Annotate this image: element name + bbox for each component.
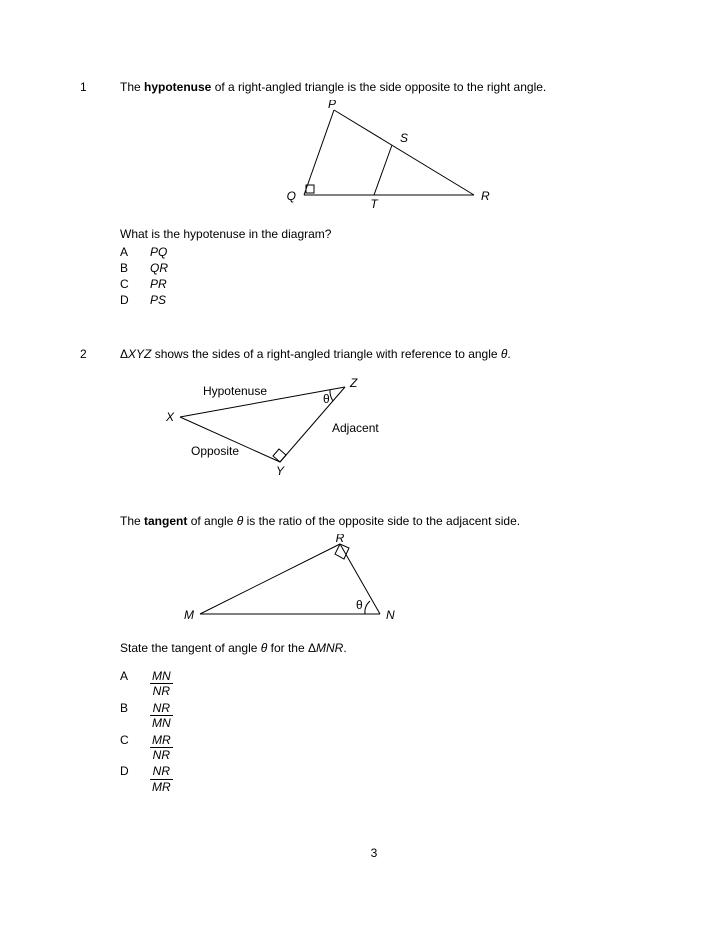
q2-mid-mid: of angle — [187, 514, 236, 528]
q2-intro-tri: XYZ — [128, 347, 151, 361]
svg-text:T: T — [370, 197, 379, 211]
q1-choice-a: A PQ — [120, 245, 668, 259]
svg-text:S: S — [400, 131, 408, 145]
q1-intro-post: of a right-angled triangle is the side o… — [211, 80, 546, 94]
q2-choice-b: B NR MN — [120, 701, 668, 731]
q2-choice-a: A MN NR — [120, 669, 668, 699]
fraction-denominator: NR — [150, 748, 173, 762]
q2-prompt: State the tangent of angle θ for the ΔMN… — [120, 641, 668, 655]
q2-mid: The tangent of angle θ is the ratio of t… — [120, 514, 668, 528]
q2-prompt-pre: State the tangent of angle — [120, 641, 261, 655]
q2-figure-1: θ X Y Z Hypotenuse Adjacent Opposite — [160, 367, 668, 482]
fraction-denominator: MR — [150, 780, 173, 794]
choice-fraction: NR MN — [150, 701, 173, 731]
fraction-numerator: MR — [150, 733, 173, 748]
svg-text:Z: Z — [349, 376, 358, 390]
q1-figure: P Q R T S — [120, 100, 668, 215]
fraction-denominator: MN — [150, 716, 173, 730]
q1-triangle-svg: P Q R T S — [274, 100, 514, 215]
q2-choice-c: C MR NR — [120, 733, 668, 763]
choice-letter: D — [120, 764, 150, 778]
choice-letter: C — [120, 733, 150, 747]
choice-letter: A — [120, 669, 150, 683]
q1-intro-pre: The — [120, 80, 144, 94]
svg-text:Adjacent: Adjacent — [332, 421, 379, 435]
q2-intro-mid: shows the sides of a right-angled triang… — [151, 347, 501, 361]
q2-body: ΔXYZ shows the sides of a right-angled t… — [120, 347, 668, 796]
q1-intro: The hypotenuse of a right-angled triangl… — [120, 80, 668, 94]
choice-text: PQ — [150, 245, 167, 259]
svg-text:P: P — [328, 100, 336, 111]
q1-choices: A PQ B QR C PR D PS — [120, 245, 668, 307]
fraction-denominator: NR — [150, 684, 173, 698]
fraction-numerator: NR — [150, 764, 173, 779]
choice-text: QR — [150, 261, 168, 275]
page-number: 3 — [80, 846, 668, 860]
choice-fraction: NR MR — [150, 764, 173, 794]
svg-text:Y: Y — [276, 464, 285, 478]
fraction-numerator: MN — [150, 669, 173, 684]
q1-body: The hypotenuse of a right-angled triangl… — [120, 80, 668, 309]
q2-choice-d: D NR MR — [120, 764, 668, 794]
page: 1 The hypotenuse of a right-angled trian… — [0, 0, 728, 900]
q2-figure-2: θ M N R — [180, 534, 668, 629]
q2-prompt-end: . — [343, 641, 346, 655]
choice-text: PR — [150, 277, 167, 291]
fraction-numerator: NR — [150, 701, 173, 716]
choice-letter: D — [120, 293, 150, 307]
svg-text:Q: Q — [287, 189, 296, 203]
q2-mid-bold: tangent — [144, 514, 187, 528]
q1-intro-bold: hypotenuse — [144, 80, 211, 94]
svg-text:θ: θ — [356, 598, 363, 612]
q2-mid-post: is the ratio of the opposite side to the… — [243, 514, 520, 528]
q2-choices: A MN NR B NR MN C MR — [120, 669, 668, 794]
q2-prompt-tri: MNR — [316, 641, 343, 655]
svg-text:Hypotenuse: Hypotenuse — [203, 384, 267, 398]
choice-letter: B — [120, 261, 150, 275]
choice-fraction: MR NR — [150, 733, 173, 763]
q2-intro-delta: Δ — [120, 347, 128, 361]
q1-prompt: What is the hypotenuse in the diagram? — [120, 227, 668, 241]
question-2: 2 ΔXYZ shows the sides of a right-angled… — [80, 347, 668, 796]
q1-choice-b: B QR — [120, 261, 668, 275]
q2-intro: ΔXYZ shows the sides of a right-angled t… — [120, 347, 668, 361]
svg-text:θ: θ — [323, 392, 330, 406]
svg-text:Opposite: Opposite — [191, 444, 239, 458]
q2-intro-end: . — [507, 347, 510, 361]
choice-fraction: MN NR — [150, 669, 173, 699]
q2-number: 2 — [80, 347, 120, 796]
choice-letter: C — [120, 277, 150, 291]
svg-text:R: R — [336, 534, 345, 545]
q2-fig2-svg: θ M N R — [180, 534, 410, 629]
q2-mid-pre: The — [120, 514, 144, 528]
svg-text:N: N — [386, 608, 395, 622]
q2-fig1-svg: θ X Y Z Hypotenuse Adjacent Opposite — [160, 367, 400, 482]
svg-text:M: M — [184, 608, 194, 622]
choice-letter: B — [120, 701, 150, 715]
q1-choice-d: D PS — [120, 293, 668, 307]
q2-prompt-mid: for the Δ — [267, 641, 316, 655]
svg-text:X: X — [165, 410, 175, 424]
choice-letter: A — [120, 245, 150, 259]
svg-text:R: R — [481, 189, 490, 203]
question-1: 1 The hypotenuse of a right-angled trian… — [80, 80, 668, 309]
q1-choice-c: C PR — [120, 277, 668, 291]
choice-text: PS — [150, 293, 166, 307]
q1-number: 1 — [80, 80, 120, 309]
